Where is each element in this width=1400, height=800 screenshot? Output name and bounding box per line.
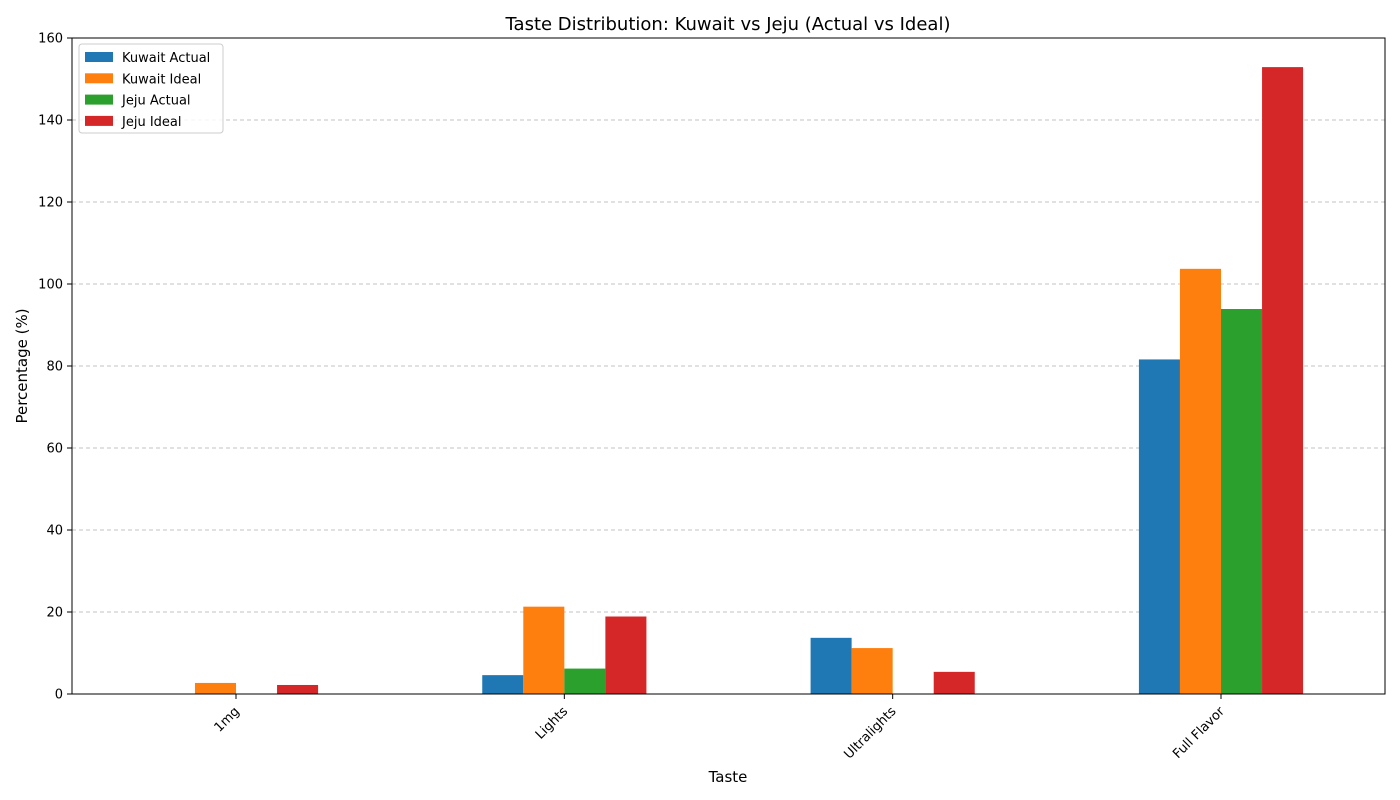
bar [810,637,852,694]
x-tick-label: Ultralights [841,704,899,762]
legend-label: Kuwait Actual [122,51,210,66]
y-tick-label: 100 [38,278,63,293]
legend-swatch [85,115,113,126]
y-axis-ticks: 0 20 40 60 80 100 120 140 160 [38,32,72,703]
legend-label: Kuwait Ideal [122,72,201,87]
x-axis-ticks: 1mg Lights Ultralights Full Flavor [212,694,1228,762]
y-tick-label: 0 [55,688,63,703]
bar [564,668,606,694]
legend-label: Jeju Actual [121,94,191,109]
legend: Kuwait Actual Kuwait Ideal Jeju Actual Jeju… [78,43,224,134]
bar [1138,359,1180,694]
y-tick-label: 80 [46,360,63,375]
bar [933,671,975,694]
bar [523,606,565,694]
bar [194,682,236,694]
legend-swatch [85,52,113,62]
bar [277,684,319,694]
bar [605,616,647,694]
bar [1221,309,1263,694]
legend-label: Jeju Ideal [121,115,181,130]
x-tick-label: 1mg [212,704,243,735]
y-tick-label: 60 [46,442,63,457]
y-tick-label: 120 [38,196,63,211]
x-tick-label: Lights [533,704,571,742]
bars [194,67,1304,695]
x-tick-label: Full Flavor [1170,704,1228,762]
chart-title: Taste Distribution: Kuwait vs Jeju (Actu… [505,14,951,35]
y-tick-label: 40 [46,524,63,539]
x-axis-title: Taste [708,768,748,786]
y-axis-title: Percentage (%) [13,308,31,423]
bar [1179,268,1221,694]
bar [1262,67,1304,695]
bar [851,648,893,694]
y-tick-label: 160 [38,32,63,47]
legend-swatch [85,94,113,105]
y-tick-label: 20 [46,606,63,621]
bar [482,675,524,694]
legend-box [78,43,224,134]
y-tick-label: 140 [38,114,63,129]
legend-swatch [85,73,113,84]
